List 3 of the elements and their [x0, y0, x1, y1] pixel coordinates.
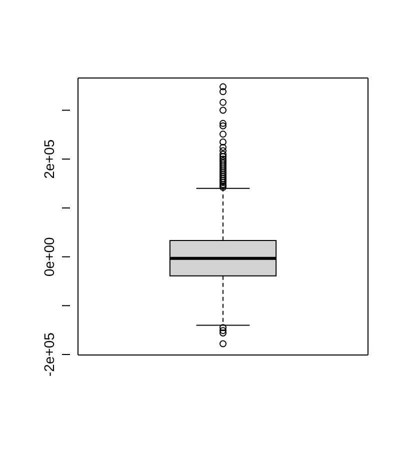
- y-tick-label: 2e+05: [41, 139, 57, 179]
- y-tick-label: -2e+05: [41, 332, 57, 377]
- y-tick-label: 0e+00: [41, 236, 57, 276]
